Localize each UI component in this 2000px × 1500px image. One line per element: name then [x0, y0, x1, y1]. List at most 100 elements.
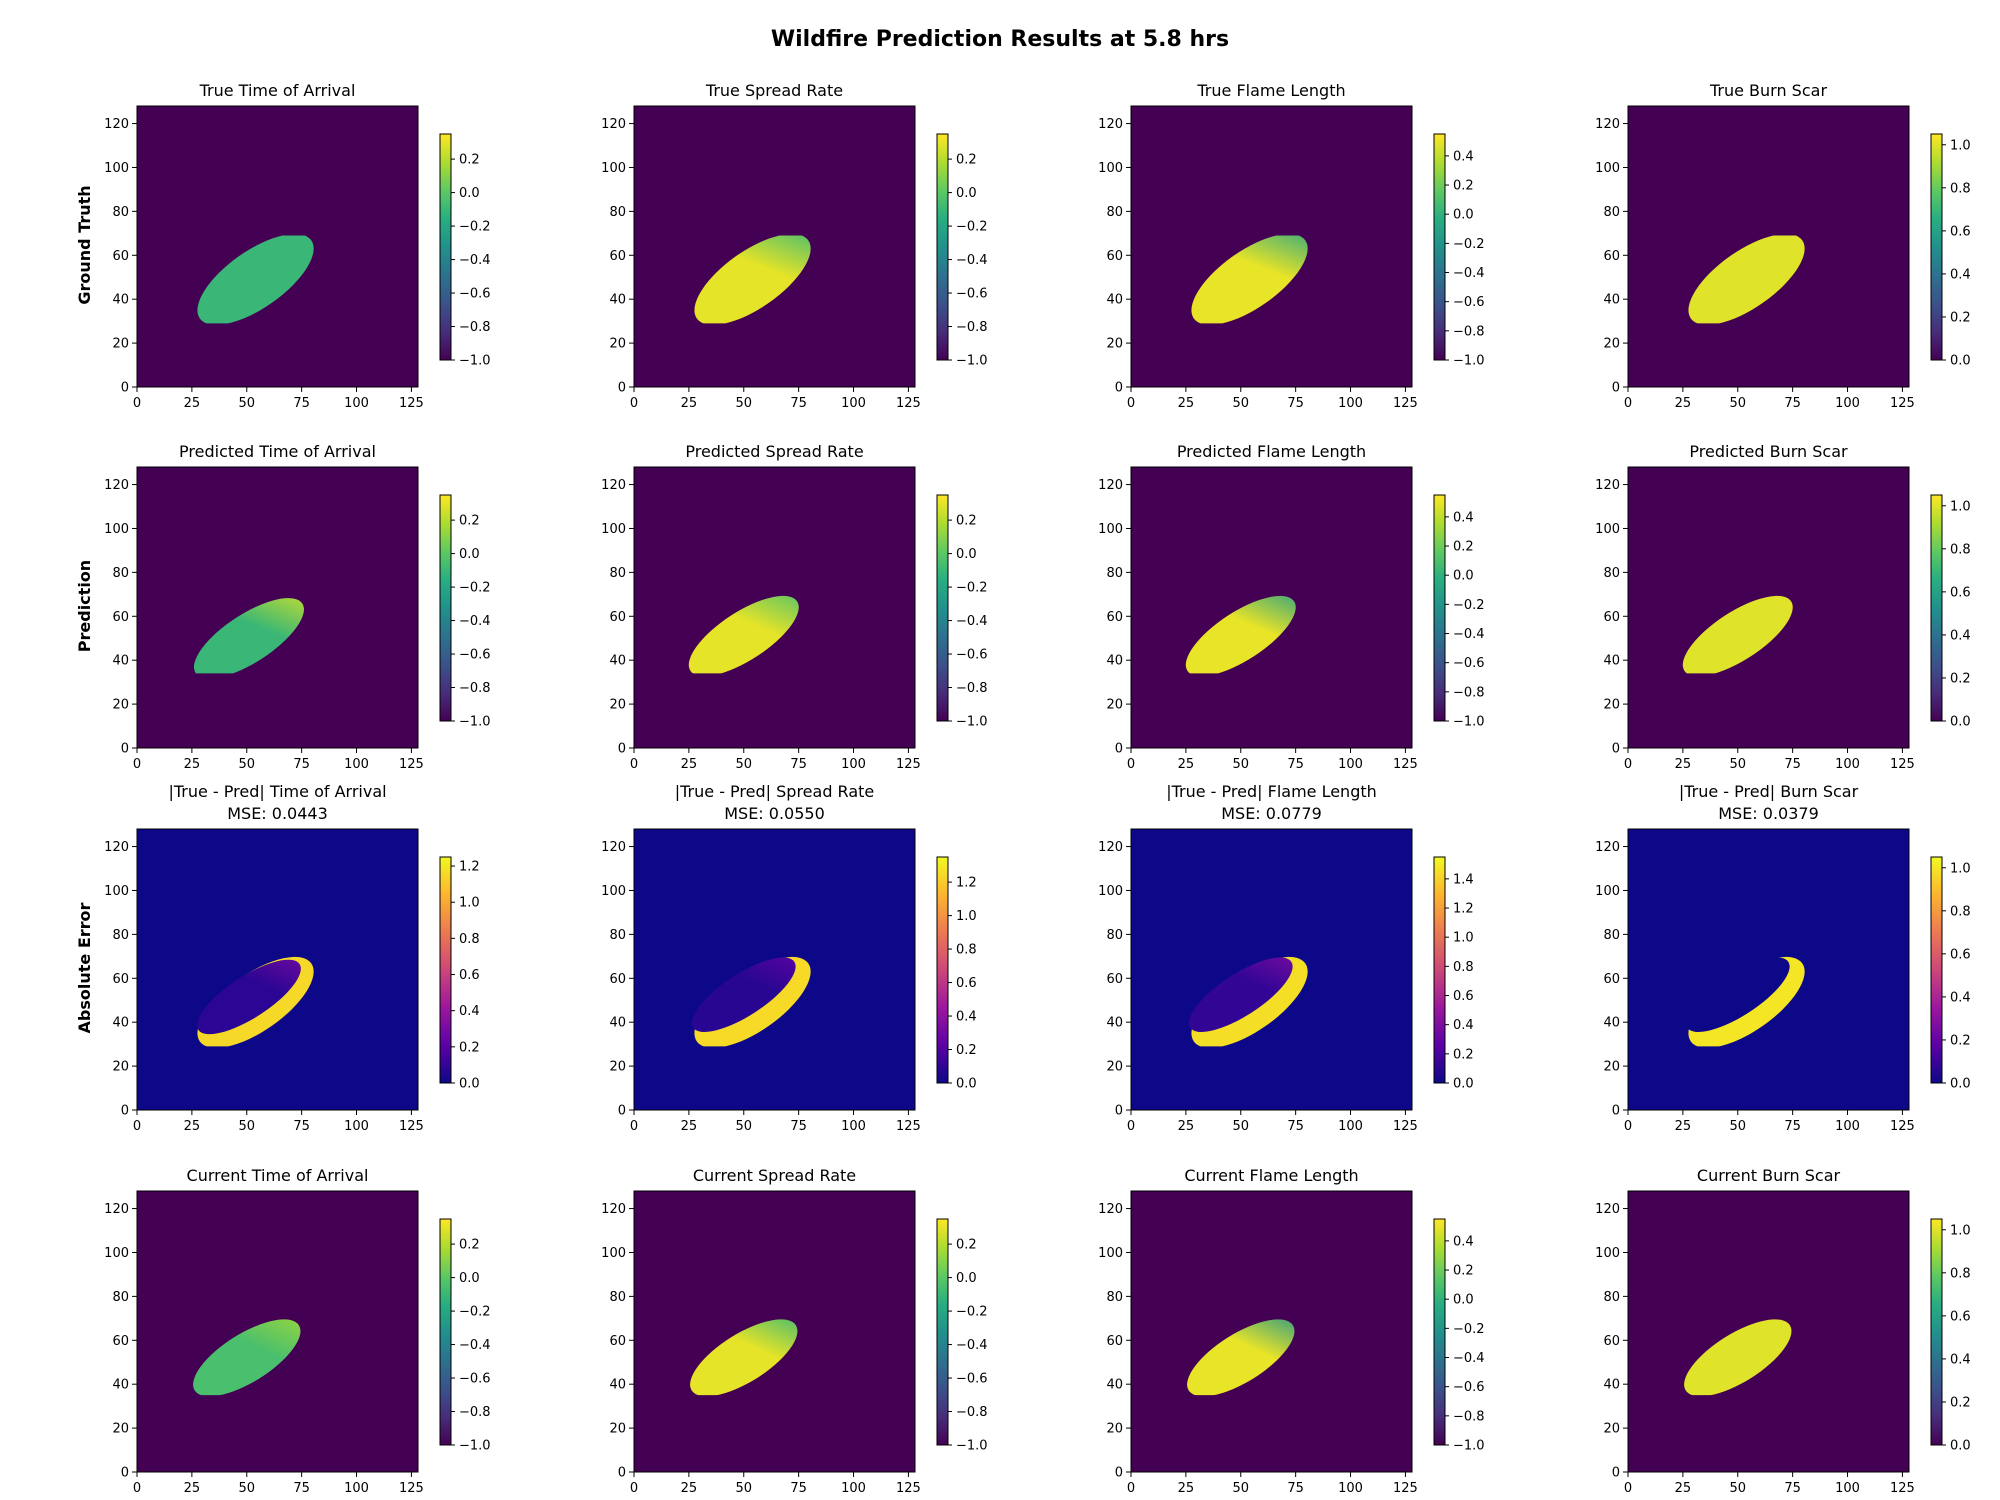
- colorbar-tick-label: 0.0: [1950, 1439, 1971, 1454]
- axes-frame: [136, 466, 419, 749]
- colorbar: [936, 133, 949, 361]
- colorbar-tick-label: 0.6: [1950, 585, 1971, 600]
- y-tick-label: 100: [601, 161, 626, 176]
- error-interior: [197, 959, 301, 1035]
- subplot-title: Current Flame Length: [1184, 1166, 1358, 1185]
- colorbar: [1930, 133, 1943, 361]
- axes-frame: [633, 1190, 916, 1473]
- x-tick-label: 25: [1178, 396, 1195, 411]
- subplot: True Flame Length 0 25 50 75 100 125 0 20 40 60 80 1…: [1098, 81, 1484, 411]
- axes-frame: [1627, 105, 1910, 388]
- colorbar-tick-label: −0.6: [459, 287, 491, 302]
- y-tick-label: 80: [609, 566, 626, 581]
- colorbar-tick-label: −0.8: [459, 681, 491, 696]
- row-label: Prediction: [75, 560, 94, 652]
- subplot-title: True Burn Scar: [1709, 81, 1827, 100]
- y-tick-label: 80: [112, 205, 129, 220]
- colorbar-tick-label: −0.2: [956, 1305, 988, 1320]
- y-tick-label: 0: [121, 742, 129, 757]
- subplot-title: True Flame Length: [1196, 81, 1345, 100]
- colorbar-tick-label: 0.2: [459, 1040, 480, 1055]
- y-tick-label: 60: [1106, 249, 1123, 264]
- y-tick-label: 100: [601, 1246, 626, 1261]
- x-tick-label: 100: [1835, 396, 1860, 411]
- colorbar-tick-label: −0.6: [459, 648, 491, 663]
- colorbar-tick-label: 0.4: [1950, 990, 1971, 1005]
- colorbar: [439, 494, 452, 722]
- colorbar-tick-label: −0.8: [956, 681, 988, 696]
- colorbar-tick-label: 0.2: [1453, 1264, 1474, 1279]
- y-tick-label: 20: [1603, 1422, 1620, 1437]
- colorbar: [1433, 133, 1446, 361]
- y-tick-label: 0: [1115, 381, 1123, 396]
- error-interior: [691, 957, 796, 1032]
- x-tick-label: 0: [1624, 1119, 1632, 1134]
- y-tick-label: 120: [601, 1202, 626, 1217]
- subplot-title: True Time of Arrival: [199, 81, 356, 100]
- x-tick-label: 125: [1393, 757, 1418, 772]
- y-tick-label: 20: [1603, 1060, 1620, 1075]
- y-tick-label: 120: [601, 478, 626, 493]
- x-tick-label: 0: [133, 396, 141, 411]
- colorbar-tick-label: −0.6: [1453, 295, 1485, 310]
- colorbar-tick-label: 0.4: [1950, 1352, 1971, 1367]
- y-tick-label: 0: [121, 1466, 129, 1481]
- y-tick-label: 40: [112, 654, 129, 669]
- y-tick-label: 60: [1603, 1334, 1620, 1349]
- colorbar-tick-label: −0.6: [1453, 656, 1485, 671]
- x-tick-label: 75: [790, 396, 807, 411]
- colorbar-tick-label: 1.0: [956, 909, 977, 924]
- x-tick-label: 75: [1287, 757, 1304, 772]
- colorbar-tick-label: 0.4: [1453, 1234, 1474, 1249]
- colorbar: [1433, 1218, 1446, 1446]
- colorbar-tick-label: 0.2: [1950, 671, 1971, 686]
- x-tick-label: 25: [1675, 1481, 1692, 1496]
- y-tick-label: 60: [1603, 249, 1620, 264]
- y-tick-label: 40: [1603, 293, 1620, 308]
- x-tick-label: 25: [184, 757, 201, 772]
- x-tick-label: 125: [399, 1119, 424, 1134]
- y-tick-label: 80: [1106, 1290, 1123, 1305]
- colorbar-tick-label: 0.0: [956, 547, 977, 562]
- y-tick-label: 20: [112, 1422, 129, 1437]
- subplot-title: Predicted Spread Rate: [685, 442, 863, 461]
- fire-region: [694, 235, 811, 324]
- y-tick-label: 120: [1595, 840, 1620, 855]
- y-tick-label: 0: [1115, 1104, 1123, 1119]
- subplot-title: |True - Pred| Flame Length: [1166, 782, 1377, 801]
- subplot: Predicted Flame Length 0 25 50 75 100 125 0 20 40…: [1098, 442, 1484, 772]
- colorbar-tick-label: −0.8: [956, 320, 988, 335]
- x-tick-label: 75: [1287, 1481, 1304, 1496]
- axes-frame: [136, 105, 419, 388]
- colorbar-tick-label: 0.8: [1950, 542, 1971, 557]
- x-tick-label: 25: [681, 1481, 698, 1496]
- colorbar-tick-label: −0.4: [1453, 1351, 1485, 1366]
- colorbar-tick-label: −0.4: [956, 614, 988, 629]
- x-tick-label: 0: [1127, 1481, 1135, 1496]
- x-tick-label: 100: [841, 396, 866, 411]
- subplot: True Spread Rate 0 25 50 75 100 125 0 20 40 60 80 10…: [601, 81, 987, 411]
- colorbar-tick-label: −1.0: [956, 354, 988, 369]
- y-tick-label: 60: [1106, 972, 1123, 987]
- x-tick-label: 50: [1232, 396, 1249, 411]
- x-tick-label: 0: [1624, 396, 1632, 411]
- colorbar-tick-label: 0.2: [956, 1238, 977, 1253]
- subplot-subtitle: MSE: 0.0550: [724, 804, 825, 823]
- colorbar-tick-label: 0.2: [1950, 1395, 1971, 1410]
- y-tick-label: 120: [104, 117, 129, 132]
- x-tick-label: 75: [790, 1119, 807, 1134]
- x-tick-label: 100: [1835, 757, 1860, 772]
- colorbar-tick-label: −0.6: [1453, 1380, 1485, 1395]
- y-tick-label: 0: [618, 381, 626, 396]
- colorbar-tick-label: −0.4: [956, 1338, 988, 1353]
- colorbar-tick-label: 0.0: [1453, 208, 1474, 223]
- x-tick-label: 75: [1287, 396, 1304, 411]
- axes-frame: [136, 1190, 419, 1473]
- y-tick-label: 20: [112, 698, 129, 713]
- x-tick-label: 50: [735, 1481, 752, 1496]
- y-tick-label: 120: [104, 478, 129, 493]
- subplot: |True - Pred| Time of Arrival MSE: 0.0443…: [104, 782, 480, 1134]
- y-tick-label: 120: [1098, 117, 1123, 132]
- y-tick-label: 80: [609, 928, 626, 943]
- axes-frame: [1627, 1190, 1910, 1473]
